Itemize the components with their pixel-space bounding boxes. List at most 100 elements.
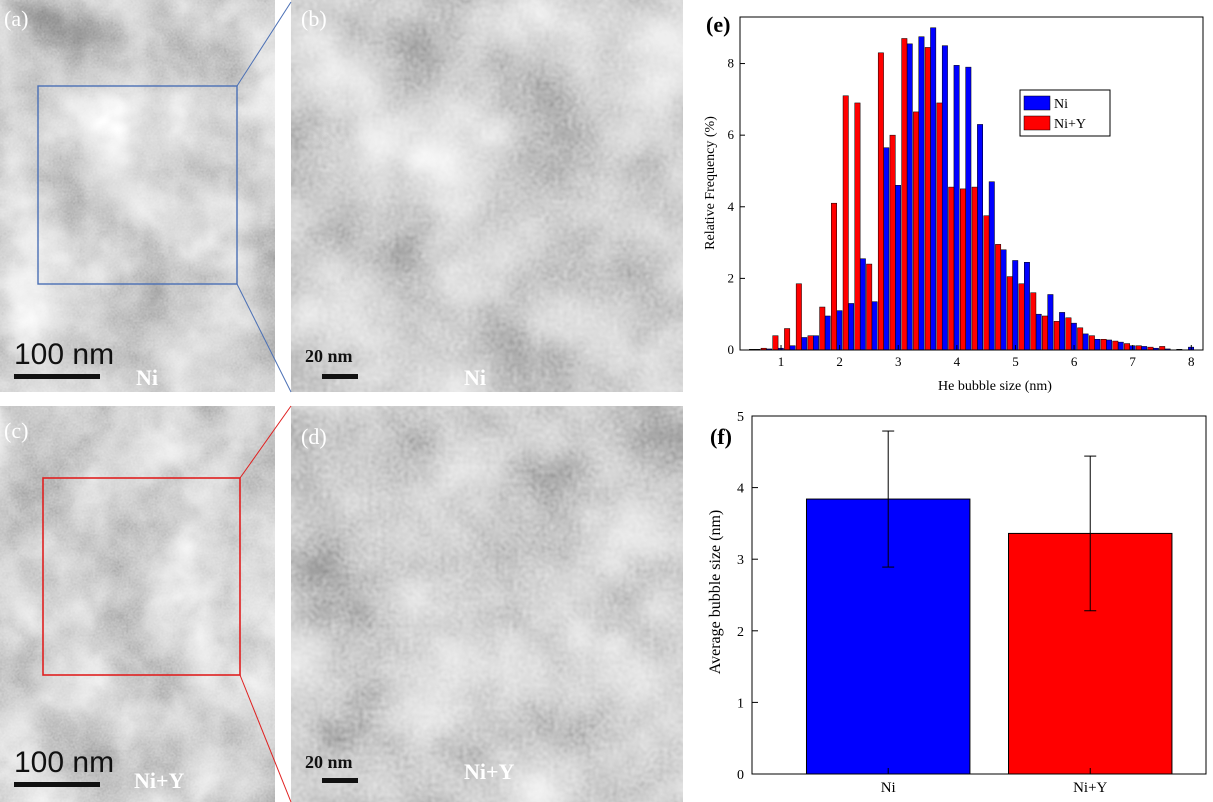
bar-ni <box>1059 312 1066 351</box>
category-label: Ni <box>881 780 896 796</box>
y-tick-label: 0 <box>728 342 735 357</box>
bar-ni-y <box>1030 292 1037 351</box>
material-label-c: Ni+Y <box>134 768 185 793</box>
panel-label-d: (d) <box>301 424 327 449</box>
roi-connector-c-top <box>239 405 292 479</box>
bar-ni-y <box>913 111 920 351</box>
roi-box-c <box>42 477 241 676</box>
panel-label-b: (b) <box>301 6 327 31</box>
material-label-b: Ni <box>464 365 486 390</box>
bar-ni <box>906 43 913 351</box>
y-tick-label: 0 <box>737 768 744 783</box>
y-tick-label: 2 <box>728 270 735 285</box>
bar-ni-y <box>784 328 791 351</box>
bar-ni <box>1000 249 1007 351</box>
bar-ni <box>895 185 901 351</box>
tem-image-b <box>291 0 683 392</box>
roi-overlay <box>37 1 292 802</box>
bar-ni <box>1082 333 1089 351</box>
tem-image-a <box>0 0 275 392</box>
bar-ni <box>871 301 878 351</box>
bar-ni-y <box>901 38 908 351</box>
bar-ni-y <box>795 283 802 351</box>
y-tick-label: 8 <box>728 56 735 71</box>
bar-ni-y <box>889 134 896 351</box>
bar-ni-y <box>819 306 826 351</box>
histogram-chart: (e) 1 2 3 4 5 6 7 8 0 2 4 6 8 He bubble size (nm) Re… <box>703 12 1204 394</box>
bar-ni <box>1141 346 1148 351</box>
scale-bar-d <box>322 778 358 783</box>
bar-ni-y <box>831 202 837 351</box>
bar-ni-y <box>807 335 814 351</box>
bar-ni <box>918 36 925 351</box>
scale-bar-a <box>14 374 100 379</box>
bar-ni <box>801 337 808 351</box>
scale-label-c: 100 nm <box>14 746 115 779</box>
bar-ni <box>789 345 796 351</box>
chart-e-xlabel: He bubble size (nm) <box>938 379 1052 394</box>
y-tick-label: 3 <box>737 553 744 568</box>
chart-f-ylabel: Average bubble size (nm) <box>707 510 724 675</box>
bar-ni-y <box>924 47 931 351</box>
tem-panel-d: (d) 20 nm Ni+Y <box>291 406 683 802</box>
roi-connector-a-top <box>236 1 292 87</box>
bar-ni <box>883 147 890 351</box>
y-tick-label: 4 <box>728 199 735 214</box>
bar-ni <box>824 315 831 351</box>
x-tick-label: 3 <box>895 354 902 369</box>
bar-ni-y <box>1100 339 1107 351</box>
bar-ni <box>813 335 819 351</box>
chart-f-panel-label: (f) <box>710 424 732 449</box>
average-size-chart: (f) Ni Ni+Y 0 1 2 3 4 5 Average bubble size (n… <box>707 410 1207 796</box>
bar-ni-y <box>772 335 779 351</box>
bar-ni <box>1117 341 1124 351</box>
bar-ni <box>859 258 866 351</box>
bar-ni-y <box>936 102 943 351</box>
category-label: Ni+Y <box>1073 780 1107 796</box>
x-tick-label: 6 <box>1071 354 1078 369</box>
chart-e-frame <box>739 16 1204 351</box>
panel-label-c: (c) <box>4 418 29 443</box>
bar-ni <box>1035 313 1042 351</box>
chart-f-frame <box>751 415 1207 775</box>
x-tick-label: 8 <box>1188 354 1195 369</box>
scale-bar-c <box>14 782 100 787</box>
bar-ni <box>988 181 995 351</box>
bar-ni <box>848 303 855 351</box>
bar-ni <box>977 124 983 351</box>
scale-label-b: 20 nm <box>305 346 353 366</box>
bar-ni-y <box>971 186 978 351</box>
bar-ni <box>930 27 937 351</box>
bar-ni <box>1012 260 1019 351</box>
tem-panel-a: (a) 100 nm Ni <box>0 0 275 392</box>
x-tick-label: 4 <box>954 354 961 369</box>
x-tick-label: 7 <box>1129 354 1136 369</box>
y-tick-label: 6 <box>728 127 735 142</box>
bar-ni-y <box>854 102 861 351</box>
y-tick-label: 4 <box>737 482 744 497</box>
legend-label: Ni+Y <box>1054 117 1086 132</box>
bar-ni <box>836 310 843 351</box>
bar-ni-y <box>1159 346 1166 351</box>
scale-bar-b <box>322 374 358 379</box>
bar-ni-y <box>1042 315 1048 351</box>
roi-box-a <box>37 85 238 285</box>
bar-ni <box>1047 294 1054 351</box>
material-label-a: Ni <box>136 365 158 390</box>
bar-ni-y <box>1088 335 1095 351</box>
tem-image-c <box>0 406 275 802</box>
tem-image-d <box>291 406 683 802</box>
bar-ni <box>941 45 948 351</box>
bar-ni-y <box>960 188 966 351</box>
bar-ni-y <box>1053 321 1060 351</box>
x-tick-label: 5 <box>1012 354 1019 369</box>
legend-label: Ni <box>1054 97 1068 112</box>
tem-panel-b: (b) 20 nm Ni <box>291 0 683 392</box>
scale-label-d: 20 nm <box>305 752 353 772</box>
x-tick-label: 2 <box>836 354 843 369</box>
scale-label-a: 100 nm <box>14 338 115 371</box>
bar-ni-y <box>948 186 955 351</box>
bar-ni <box>1106 339 1112 351</box>
bar-ni-y <box>877 52 884 351</box>
bar-ni-y <box>1124 343 1130 351</box>
